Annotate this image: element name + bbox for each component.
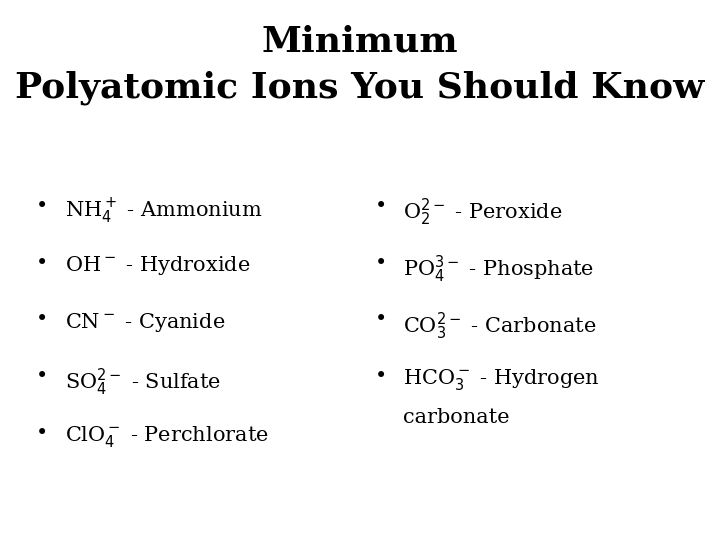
Text: Minimum: Minimum <box>261 24 459 58</box>
Text: •: • <box>36 367 48 386</box>
Text: PO$_4^{3-}$ - Phosphate: PO$_4^{3-}$ - Phosphate <box>403 254 595 285</box>
Text: CO$_3^{2-}$ - Carbonate: CO$_3^{2-}$ - Carbonate <box>403 310 596 342</box>
Text: CN$^-$ - Cyanide: CN$^-$ - Cyanide <box>65 310 225 334</box>
Text: HCO$_3^-$ - Hydrogen: HCO$_3^-$ - Hydrogen <box>403 367 600 392</box>
Text: O$_2^{2-}$ - Peroxide: O$_2^{2-}$ - Peroxide <box>403 197 563 228</box>
Text: •: • <box>36 310 48 329</box>
Text: •: • <box>36 254 48 273</box>
Text: •: • <box>374 197 387 216</box>
Text: •: • <box>36 197 48 216</box>
Text: carbonate: carbonate <box>403 408 510 427</box>
Text: OH$^-$ - Hydroxide: OH$^-$ - Hydroxide <box>65 254 250 277</box>
Text: Polyatomic Ions You Should Know: Polyatomic Ions You Should Know <box>15 70 705 105</box>
Text: •: • <box>374 254 387 273</box>
Text: •: • <box>374 310 387 329</box>
Text: NH$_4^+$ - Ammonium: NH$_4^+$ - Ammonium <box>65 197 262 226</box>
Text: •: • <box>36 424 48 443</box>
Text: ClO$_4^-$ - Perchlorate: ClO$_4^-$ - Perchlorate <box>65 424 269 449</box>
Text: •: • <box>374 367 387 386</box>
Text: SO$_4^{2-}$ - Sulfate: SO$_4^{2-}$ - Sulfate <box>65 367 221 399</box>
